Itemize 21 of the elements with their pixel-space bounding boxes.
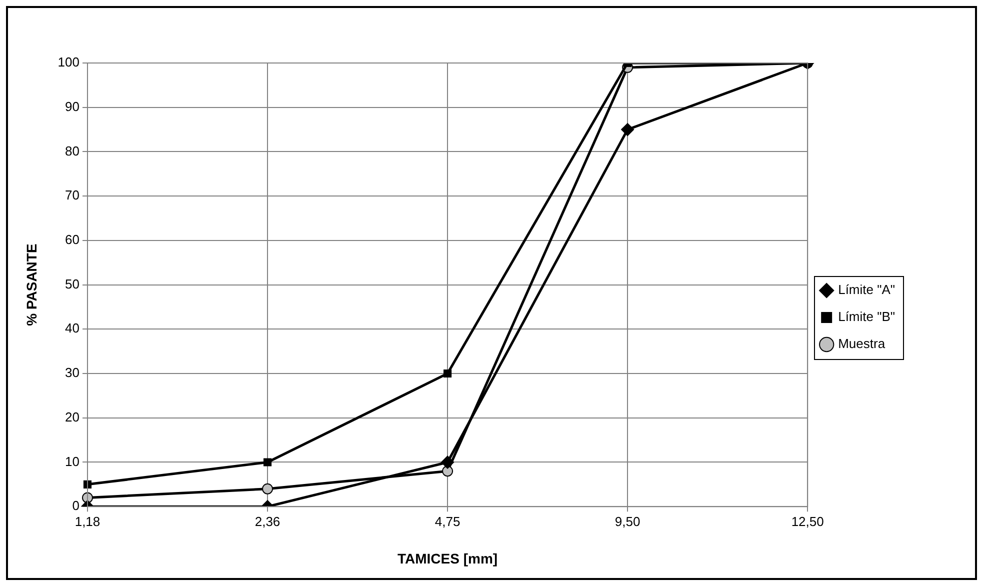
- y-tick-label: 60: [65, 232, 80, 248]
- y-tick-label: 90: [65, 98, 80, 114]
- y-tick-label: 30: [65, 365, 80, 380]
- x-tick-label: 2,36: [254, 514, 280, 529]
- y-tick-label: 70: [65, 188, 80, 203]
- y-tick-label: 100: [58, 54, 80, 70]
- x-tick-label: 1,18: [74, 514, 100, 529]
- x-tick-label: 12,50: [791, 514, 824, 529]
- legend-label: Límite "A": [838, 282, 896, 298]
- x-tick-label: 4,75: [434, 514, 460, 529]
- x-tick-label: 9,50: [614, 514, 640, 529]
- y-axis-title: % PASANTE: [23, 244, 40, 326]
- y-tick-label: 0: [72, 498, 80, 514]
- legend-label: Límite "B": [838, 309, 896, 324]
- y-tick-label: 10: [65, 454, 80, 469]
- y-tick-label: 50: [65, 276, 80, 292]
- y-tick-label: 40: [65, 320, 80, 336]
- y-tick-label: 80: [65, 143, 80, 158]
- y-tick-label: 20: [65, 409, 80, 424]
- x-axis-title: TAMICES [mm]: [398, 550, 498, 566]
- legend-label: Muestra: [838, 336, 886, 352]
